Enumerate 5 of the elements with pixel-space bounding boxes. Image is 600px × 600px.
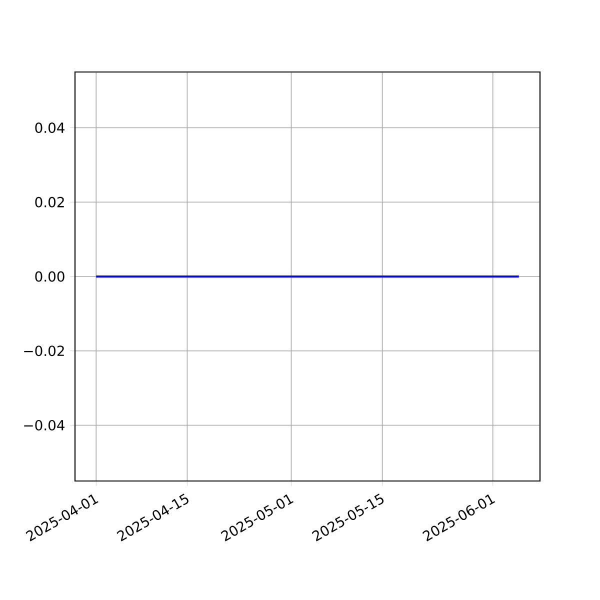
y-tick-label: 0.04 <box>35 122 64 134</box>
y-tick-label: 0.00 <box>35 271 64 282</box>
y-tick-label: 0.02 <box>35 196 64 208</box>
y-tick-label: −0.02 <box>24 346 64 356</box>
y-tick-label: −0.04 <box>24 420 64 430</box>
